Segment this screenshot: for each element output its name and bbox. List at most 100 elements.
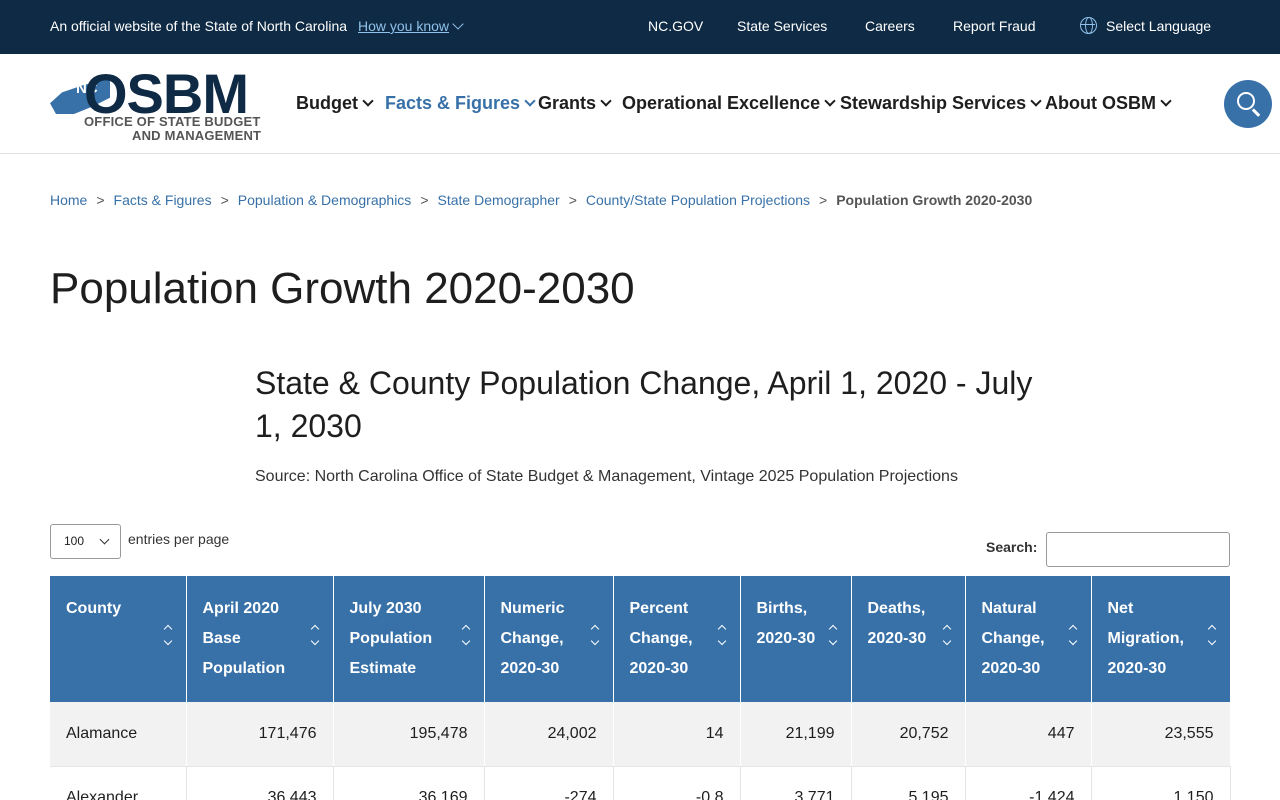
breadcrumb-separator: > <box>568 192 577 208</box>
nav-budget[interactable]: Budget <box>296 93 374 114</box>
search-icon <box>1237 92 1255 110</box>
site-header: NC OSBM OFFICE OF STATE BUDGET AND MANAG… <box>0 54 1280 154</box>
nav-budget-label: Budget <box>296 93 358 113</box>
select-language-link[interactable]: Select Language <box>1106 18 1212 34</box>
breadcrumb-home[interactable]: Home <box>50 192 88 208</box>
table-row: Alexander 36,443 36,169 -274 -0.8 3,771 … <box>50 766 1231 800</box>
sort-icon <box>462 624 470 648</box>
cell-net-migration: 23,555 <box>1091 702 1231 767</box>
nav-facts-figures-label: Facts & Figures <box>385 93 521 113</box>
logo-name: OSBM <box>84 62 249 125</box>
header-text: Natural <box>981 600 1037 617</box>
cell-numeric-change: -274 <box>484 766 614 800</box>
cell-county: Alexander <box>50 766 187 800</box>
col-deaths[interactable]: Deaths, 2020-30 <box>851 576 966 702</box>
table-search-input[interactable] <box>1046 532 1230 567</box>
breadcrumb-state-demographer[interactable]: State Demographer <box>437 192 560 208</box>
chevron-down-icon <box>452 18 464 30</box>
careers-link[interactable]: Careers <box>865 18 915 34</box>
nc-gov-link[interactable]: NC.GOV <box>648 18 704 34</box>
nav-about-osbm-label: About OSBM <box>1045 93 1156 113</box>
nav-grants[interactable]: Grants <box>538 93 612 114</box>
table-header-row: County April 2020 Base Population July 203… <box>50 576 1230 702</box>
col-july-2030-estimate[interactable]: July 2030 Population Estimate <box>333 576 485 702</box>
header-text: 2020-30 <box>629 660 689 677</box>
header-text: Numeric <box>500 600 565 617</box>
nav-stewardship-services-label: Stewardship Services <box>840 93 1027 113</box>
chevron-down-icon <box>824 95 836 107</box>
header-text: 2020-30 <box>867 630 927 647</box>
header-text: Change, <box>500 630 564 647</box>
col-net-migration[interactable]: Net Migration, 2020-30 <box>1091 576 1230 702</box>
header-text: Population <box>202 660 286 677</box>
header-text: Base <box>202 630 241 647</box>
entries-per-page-label: entries per page <box>128 531 230 547</box>
table-row: Alamance 171,476 195,478 24,002 14 21,19… <box>50 702 1231 767</box>
header-text: Net <box>1107 600 1134 617</box>
sort-icon <box>1069 624 1077 648</box>
entries-per-page-select[interactable]: 100 <box>50 524 121 559</box>
nav-stewardship-services[interactable]: Stewardship Services <box>840 93 1042 114</box>
header-text: 2020-30 <box>1107 660 1167 677</box>
chevron-down-icon <box>600 95 612 107</box>
cell-births: 21,199 <box>740 702 852 767</box>
col-births[interactable]: Births, 2020-30 <box>740 576 852 702</box>
report-fraud-link[interactable]: Report Fraud <box>953 18 1036 34</box>
cell-county: Alamance <box>50 702 187 767</box>
logo-badge: NC <box>76 80 98 97</box>
header-text: Change, <box>629 630 693 647</box>
table-search-label: Search: <box>986 539 1038 555</box>
breadcrumb-facts-figures[interactable]: Facts & Figures <box>113 192 212 208</box>
header-text: 2020-30 <box>500 660 560 677</box>
source-note: Source: North Carolina Office of State B… <box>255 468 958 485</box>
nav-about-osbm[interactable]: About OSBM <box>1045 93 1172 114</box>
sort-icon <box>1208 624 1216 648</box>
breadcrumb-population-demographics[interactable]: Population & Demographics <box>237 192 412 208</box>
col-natural-change[interactable]: Natural Change, 2020-30 <box>965 576 1092 702</box>
official-site-text: An official website of the State of Nort… <box>50 18 348 34</box>
sort-icon <box>718 624 726 648</box>
search-icon-handle <box>1252 108 1261 117</box>
col-april-2020-base[interactable]: April 2020 Base Population <box>186 576 334 702</box>
sort-icon <box>943 624 951 648</box>
header-text: County <box>66 600 122 617</box>
cell-base-population: 36,443 <box>186 766 334 800</box>
page-title: Population Growth 2020-2030 <box>50 264 635 313</box>
cell-natural-change: 447 <box>965 702 1092 767</box>
nav-grants-label: Grants <box>538 93 597 113</box>
cell-deaths: 5,195 <box>851 766 966 800</box>
cell-2030-estimate: 36,169 <box>333 766 485 800</box>
sort-icon <box>164 624 172 648</box>
cell-births: 3,771 <box>740 766 852 800</box>
cell-base-population: 171,476 <box>186 702 334 767</box>
chevron-down-icon <box>524 95 536 107</box>
col-county[interactable]: County <box>50 576 187 702</box>
breadcrumb: Home > Facts & Figures > Population & Demogr… <box>50 192 1032 208</box>
how-you-know-link[interactable]: How you know <box>358 18 464 34</box>
state-services-link[interactable]: State Services <box>737 18 828 34</box>
cell-percent-change: -0.8 <box>613 766 741 800</box>
globe-icon[interactable] <box>1080 17 1097 34</box>
chevron-down-icon <box>362 95 374 107</box>
entries-per-page-value: 100 <box>64 534 85 548</box>
nav-operational-excellence[interactable]: Operational Excellence <box>622 93 836 114</box>
cell-2030-estimate: 195,478 <box>333 702 485 767</box>
cell-natural-change: -1,424 <box>965 766 1092 800</box>
breadcrumb-current: Population Growth 2020-2030 <box>836 192 1033 208</box>
osbm-logo[interactable]: NC OSBM OFFICE OF STATE BUDGET AND MANAG… <box>50 62 272 144</box>
breadcrumb-separator: > <box>819 192 828 208</box>
breadcrumb-projections[interactable]: County/State Population Projections <box>585 192 811 208</box>
breadcrumb-separator: > <box>420 192 429 208</box>
logo-line-1: OFFICE OF STATE BUDGET <box>84 114 261 129</box>
header-text: July 2030 <box>349 600 422 617</box>
header-text: Deaths, <box>867 600 926 617</box>
header-text: 2020-30 <box>981 660 1041 677</box>
site-search-button[interactable] <box>1224 80 1272 128</box>
header-text: Births, <box>756 600 808 617</box>
col-numeric-change[interactable]: Numeric Change, 2020-30 <box>484 576 614 702</box>
col-percent-change[interactable]: Percent Change, 2020-30 <box>613 576 741 702</box>
chevron-down-icon <box>99 534 110 545</box>
sort-icon <box>591 624 599 648</box>
sort-icon <box>311 624 319 648</box>
nav-facts-figures[interactable]: Facts & Figures <box>385 93 536 114</box>
